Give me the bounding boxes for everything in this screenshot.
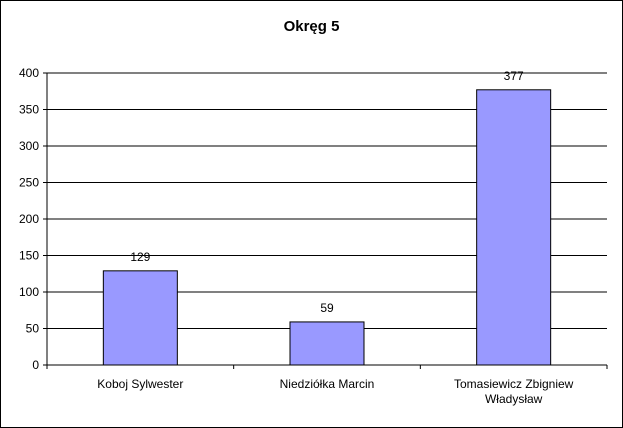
y-tick-label: 150 xyxy=(19,249,39,263)
y-tick-label: 200 xyxy=(19,212,39,226)
data-label: 59 xyxy=(320,301,334,315)
y-tick-label: 300 xyxy=(19,139,39,153)
y-tick-label: 350 xyxy=(19,103,39,117)
category-label: Tomasiewicz Zbigniew xyxy=(454,377,574,391)
category-label: Koboj Sylwester xyxy=(97,377,183,391)
bar xyxy=(102,270,178,366)
y-tick-label: 100 xyxy=(19,285,39,299)
y-tick-label: 250 xyxy=(19,176,39,190)
category-labels: Koboj Sylwester Niedziółka Marcin Tomasiew… xyxy=(97,377,573,406)
y-tick-label: 50 xyxy=(26,322,40,336)
data-labels: 129 59 377 xyxy=(130,69,524,315)
chart-title: Okręg 5 xyxy=(283,18,340,35)
y-tick-labels: 0 50 100 150 200 250 300 350 400 xyxy=(19,66,39,372)
category-label: Niedziółka Marcin xyxy=(280,377,375,391)
category-label: Władysław xyxy=(485,392,543,406)
bar xyxy=(476,89,552,366)
y-tick-label: 0 xyxy=(32,358,39,372)
bar xyxy=(289,321,365,366)
y-tick-label: 400 xyxy=(19,66,39,80)
bars xyxy=(102,89,552,366)
data-label: 129 xyxy=(130,250,150,264)
data-label: 377 xyxy=(504,69,524,83)
